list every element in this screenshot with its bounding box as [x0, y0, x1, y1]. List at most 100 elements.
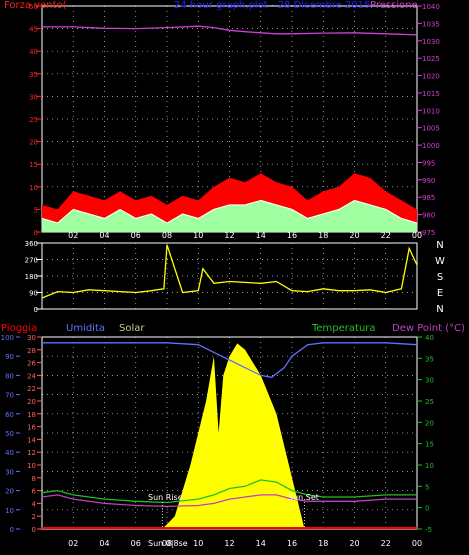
- pressure-line: [42, 25, 418, 36]
- compass-label: W: [435, 256, 445, 267]
- y-tick-label: 180: [25, 273, 38, 281]
- sunrise-label: Sun Rise: [148, 493, 183, 502]
- x-tick-label: 08: [162, 539, 172, 548]
- x-tick-label: 14: [256, 539, 266, 548]
- y-tick-label: 360: [25, 240, 38, 248]
- y-tick-label: 10: [27, 462, 36, 470]
- wind-speed-line: [41, 199, 418, 224]
- y-tick-label: 45: [29, 26, 38, 34]
- y-tick-label: 980: [422, 212, 435, 220]
- x-tick-label: 18: [318, 231, 328, 240]
- y-tick-label: 90: [29, 290, 38, 298]
- compass-label: N: [436, 304, 443, 315]
- x-tick-label: 20: [349, 231, 359, 240]
- x-tick-label: 08: [162, 231, 172, 240]
- humidity-label: Umidita: [66, 323, 105, 334]
- temperature-axis: -5 0 5 10 15 20 25 30 35 40: [417, 334, 434, 534]
- y-tick-label: 50: [29, 3, 38, 11]
- x-tick-label: 00: [412, 231, 422, 240]
- y-tick-label: 1040: [422, 3, 440, 11]
- x-tick-label: 14: [256, 231, 266, 240]
- y-tick-label: 4: [32, 500, 37, 508]
- compass-label: S: [437, 272, 443, 283]
- y-tick-label: 15: [425, 441, 434, 449]
- compass-label: N: [436, 240, 443, 251]
- solar-area: [162, 343, 305, 529]
- y-tick-label: 1015: [422, 90, 440, 98]
- x-tick-label: 22: [381, 539, 391, 548]
- y-tick-label: 30: [5, 468, 14, 476]
- y-tick-label: 14: [27, 436, 36, 444]
- y-tick-label: 20: [5, 488, 14, 496]
- solar-label: Solar: [119, 323, 145, 334]
- wind-direction-series: [41, 244, 418, 299]
- x-tick-label: 02: [68, 539, 78, 548]
- dewpoint-line: [41, 494, 417, 508]
- sunset-label: Sun Set: [288, 493, 319, 502]
- y-tick-label: 80: [5, 372, 14, 380]
- y-tick-label: 10: [29, 184, 38, 192]
- y-tick-label: 50: [5, 430, 14, 438]
- rain-label: Pioggia: [1, 323, 37, 334]
- rain-baseline: [42, 527, 417, 529]
- x-tick-label: 04: [99, 231, 109, 240]
- x-tick-label: 10: [193, 539, 203, 548]
- x-tick-label: 16: [287, 231, 297, 240]
- y-tick-label: 5: [34, 206, 38, 214]
- y-tick-label: 12: [27, 449, 36, 457]
- wind-direction-grid: [42, 243, 417, 309]
- x-tick-label: 04: [99, 539, 109, 548]
- y-tick-label: 990: [422, 177, 435, 185]
- y-tick-label: 1005: [422, 125, 440, 133]
- y-tick-label: 0: [34, 306, 38, 314]
- y-tick-label: 20: [425, 419, 434, 427]
- pressure-axis: 975 980 985 990 995 1000 1005 1010 1015 1020 1025 1…: [417, 3, 440, 237]
- pressure-axis-label: Pressione: [370, 0, 418, 11]
- temperature-humidity-series: [41, 342, 418, 529]
- y-tick-label: 0: [32, 526, 36, 534]
- x-tick-label: 16: [287, 539, 297, 548]
- x-tick-label: 00: [412, 539, 422, 548]
- y-tick-label: -5: [425, 526, 432, 534]
- dewpoint-label: Dew Point (°C): [392, 323, 465, 334]
- y-tick-label: 1000: [422, 142, 440, 150]
- y-tick-label: 1025: [422, 55, 440, 63]
- y-tick-label: 0: [425, 505, 429, 513]
- wind-direction-axis: 0 90 180 270 360: [25, 240, 42, 314]
- y-tick-label: 18: [27, 411, 36, 419]
- sunrise-axis-label: Sun 0|8se: [148, 539, 188, 548]
- y-tick-label: 20: [29, 139, 38, 147]
- humidity-axis: 0 10 20 30 40 50 60 70 80 90 100: [1, 334, 20, 534]
- y-tick-label: 1035: [422, 20, 440, 28]
- y-tick-label: 30: [29, 93, 38, 101]
- wind-pressure-series: [41, 25, 418, 232]
- y-tick-label: 35: [29, 71, 38, 79]
- y-tick-label: 270: [25, 257, 38, 265]
- wind-direction-frame: [41, 242, 418, 310]
- y-tick-label: 100: [1, 334, 14, 342]
- x-tick-label: 06: [131, 539, 141, 548]
- wind-direction-line: [41, 244, 418, 299]
- wind-time-axis: 02 04 06 08 10 12 14 16 18 20 22 00: [68, 231, 422, 240]
- y-tick-label: 30: [27, 334, 36, 342]
- wind-speed-axis: 0 5 10 15 20 25 30 35 40 45 50: [29, 3, 42, 237]
- y-tick-label: 28: [27, 347, 36, 355]
- x-tick-label: 02: [68, 231, 78, 240]
- temperature-line: [41, 479, 417, 504]
- humidity-line: [42, 342, 418, 378]
- y-tick-label: 70: [5, 392, 14, 400]
- y-tick-label: 10: [5, 507, 14, 515]
- y-tick-label: 985: [422, 194, 435, 202]
- x-tick-label: 22: [381, 231, 391, 240]
- y-tick-label: 2: [32, 513, 36, 521]
- y-tick-label: 1020: [422, 73, 440, 81]
- y-tick-label: 15: [29, 161, 38, 169]
- y-tick-label: 40: [5, 449, 14, 457]
- y-tick-label: 35: [425, 355, 434, 363]
- y-tick-label: 10: [425, 462, 434, 470]
- y-tick-label: 25: [29, 116, 38, 124]
